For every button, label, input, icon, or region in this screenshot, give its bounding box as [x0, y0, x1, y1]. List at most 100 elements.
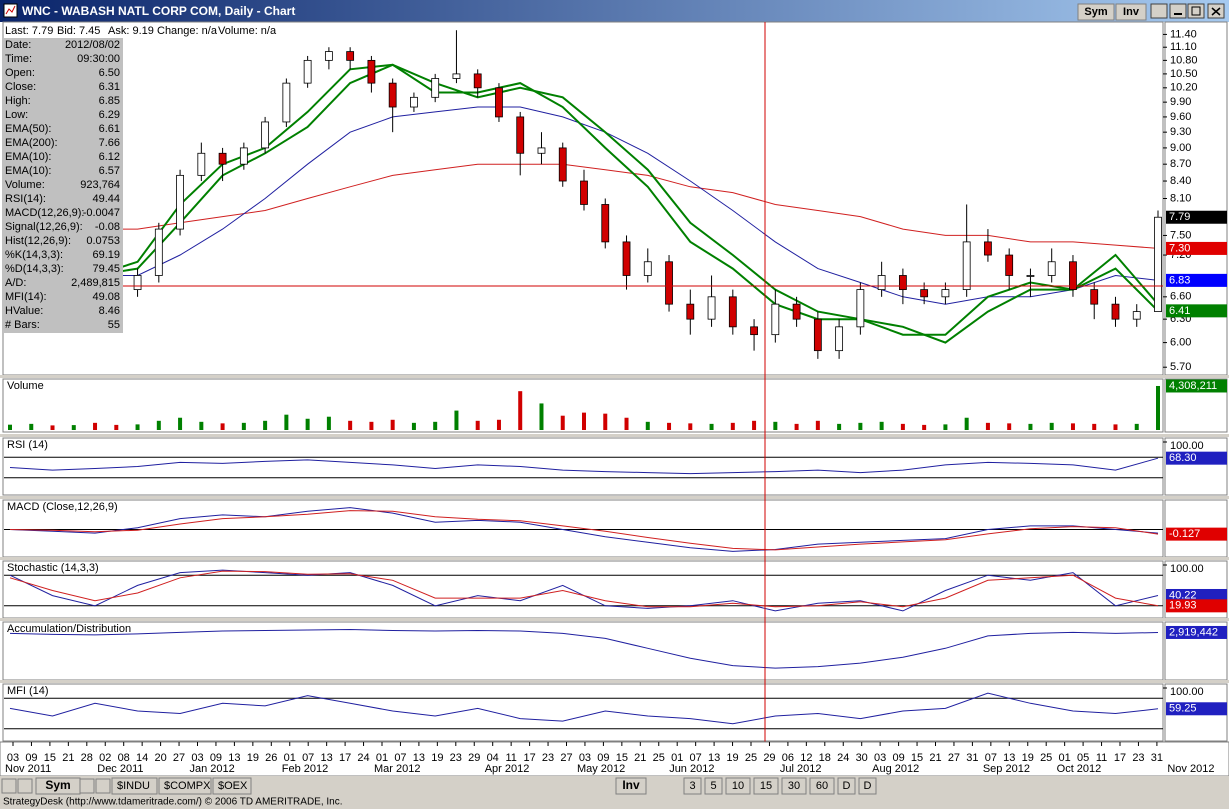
- volume-bar: [1049, 422, 1054, 430]
- x-month-label: Nov 2012: [1167, 763, 1214, 775]
- volume-bar: [50, 425, 55, 430]
- info-value: -0.0047: [83, 207, 120, 219]
- volume-bar: [433, 421, 438, 430]
- x-month-label: Oct 2012: [1057, 763, 1102, 775]
- interval-tab-label[interactable]: 10: [732, 780, 744, 792]
- nav-arrow[interactable]: [1, 778, 17, 794]
- interval-tab[interactable]: [809, 777, 835, 795]
- volume-bar: [199, 421, 204, 430]
- volume-bar: [815, 420, 820, 430]
- x-day-label: 26: [265, 752, 277, 764]
- interval-tab[interactable]: [725, 777, 751, 795]
- symbol-tab-label[interactable]: $OEX: [218, 780, 248, 792]
- x-day-label: 21: [929, 752, 941, 764]
- interval-tab-label[interactable]: 15: [760, 780, 772, 792]
- interval-tab[interactable]: [683, 777, 702, 795]
- candle-body: [665, 261, 673, 305]
- candle-body: [898, 275, 907, 291]
- inv-button[interactable]: [1115, 3, 1147, 21]
- panel-frame: [2, 437, 1164, 496]
- indicator-line: [9, 507, 1159, 552]
- symbol-button-label[interactable]: Sym: [45, 778, 70, 792]
- interval-tab-label[interactable]: D: [864, 780, 872, 792]
- value-box: [1166, 241, 1227, 255]
- sym-button[interactable]: [1077, 3, 1115, 21]
- sym-button-label[interactable]: Sym: [1084, 6, 1107, 18]
- info-label: # Bars:: [5, 319, 40, 331]
- y-tick-label: 10.20: [1170, 82, 1198, 94]
- info-value: 0.0753: [86, 235, 120, 247]
- info-label: Volume:: [5, 179, 45, 191]
- x-day-label: 31: [1151, 752, 1163, 764]
- info-label: HValue:: [5, 305, 43, 317]
- info-value: 6.12: [99, 151, 120, 163]
- value-box: [1166, 273, 1227, 287]
- y-tick-label: 7.50: [1170, 229, 1191, 241]
- x-month-label: Mar 2012: [374, 763, 420, 775]
- nav-arrow[interactable]: [17, 778, 33, 794]
- interval-button-label[interactable]: Inv: [622, 778, 640, 792]
- info-panel: [3, 38, 123, 333]
- quote-field: Volume: n/a: [218, 25, 277, 37]
- info-label: MACD(12,26,9):: [5, 207, 84, 219]
- value-box-label: 68.30: [1169, 452, 1197, 464]
- inv-button-label[interactable]: Inv: [1123, 6, 1140, 18]
- candle-body: [856, 289, 865, 328]
- candle-body: [1090, 289, 1099, 305]
- interval-tab[interactable]: [837, 777, 856, 795]
- nav-arrow[interactable]: [95, 778, 111, 794]
- candle-body: [473, 73, 482, 89]
- volume-bar: [985, 422, 990, 430]
- y-tick-label: 6.00: [1170, 336, 1191, 348]
- panel-title: Accumulation/Distribution: [7, 623, 131, 635]
- x-day-label: 01: [284, 752, 296, 764]
- info-value: 09:30:00: [77, 53, 120, 65]
- volume-bar: [964, 417, 969, 430]
- x-day-label: 19: [726, 752, 738, 764]
- interval-tab-label[interactable]: D: [843, 780, 851, 792]
- minimize-button[interactable]: [1169, 3, 1187, 19]
- value-box: [1166, 304, 1227, 318]
- value-box: [1166, 451, 1227, 465]
- volume-bar: [603, 413, 608, 430]
- x-day-label: 09: [25, 752, 37, 764]
- y-tick-label: 8.70: [1170, 158, 1191, 170]
- y-tick-label: 9.60: [1170, 111, 1191, 123]
- interval-tab[interactable]: [858, 777, 877, 795]
- symbol-tab[interactable]: [158, 777, 212, 795]
- symbol-tab[interactable]: [111, 777, 158, 795]
- interval-button[interactable]: [615, 777, 647, 795]
- info-label: Low:: [5, 109, 28, 121]
- maximize-button[interactable]: [1187, 3, 1205, 19]
- x-day-label: 15: [44, 752, 56, 764]
- restore-button[interactable]: [1150, 3, 1168, 19]
- info-value: 79.45: [92, 263, 120, 275]
- nav-arrow[interactable]: [79, 778, 95, 794]
- candle-body: [835, 326, 844, 352]
- candle-body: [133, 275, 142, 291]
- interval-tab-label[interactable]: 3: [689, 780, 695, 792]
- interval-tab-label[interactable]: 5: [710, 780, 716, 792]
- candle-body: [346, 51, 355, 61]
- interval-tab[interactable]: [753, 777, 779, 795]
- symbol-tab-label[interactable]: $INDU: [117, 780, 150, 792]
- info-value: 6.29: [99, 109, 120, 121]
- value-box-label: 4,308,211: [1169, 380, 1217, 392]
- x-day-label: 24: [837, 752, 849, 764]
- interval-tab-label[interactable]: 60: [816, 780, 828, 792]
- info-label: RSI(14):: [5, 193, 46, 205]
- x-day-label: 13: [413, 752, 425, 764]
- x-day-label: 25: [745, 752, 757, 764]
- x-day-label: 05: [1077, 752, 1089, 764]
- x-day-label: 23: [450, 752, 462, 764]
- interval-tab[interactable]: [781, 777, 807, 795]
- volume-bar: [71, 425, 76, 430]
- y-tick-label: 100.00: [1170, 686, 1204, 698]
- x-day-label: 28: [81, 752, 93, 764]
- symbol-tab[interactable]: [212, 777, 252, 795]
- symbol-tab-label[interactable]: $COMPX: [164, 780, 211, 792]
- interval-tab[interactable]: [704, 777, 723, 795]
- volume-bar: [1007, 423, 1012, 430]
- interval-tab-label[interactable]: 30: [788, 780, 800, 792]
